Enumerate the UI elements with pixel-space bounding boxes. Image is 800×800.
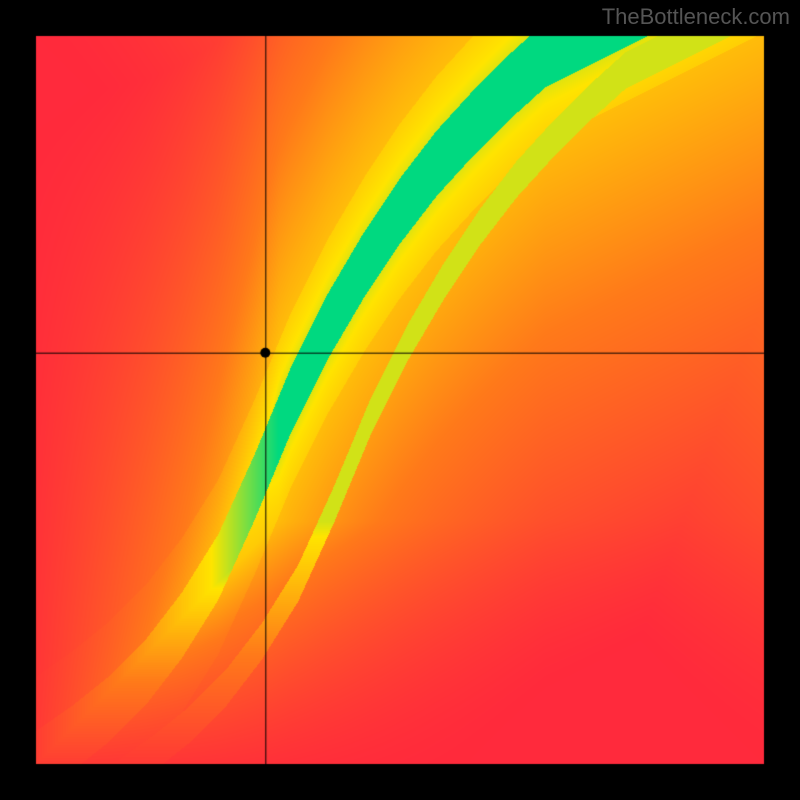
chart-container: TheBottleneck.com [0, 0, 800, 800]
bottleneck-heatmap [0, 0, 800, 800]
watermark-text: TheBottleneck.com [602, 4, 790, 30]
